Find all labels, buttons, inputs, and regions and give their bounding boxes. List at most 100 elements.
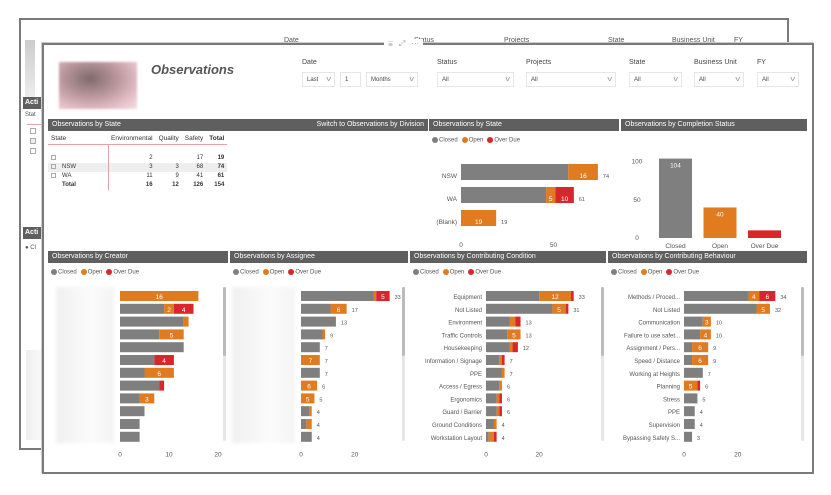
legend-item[interactable]: Closed	[233, 269, 259, 276]
bar-segment-closed[interactable]	[486, 355, 500, 365]
bar-segment-open[interactable]	[322, 329, 326, 340]
expand-icon[interactable]	[30, 148, 36, 154]
bar-segment-closed[interactable]	[301, 367, 320, 378]
bar-segment-closed[interactable]	[684, 342, 693, 353]
bar-segment-over-due[interactable]	[376, 291, 390, 301]
bar-segment-closed[interactable]	[120, 367, 145, 378]
bar-segment-open[interactable]	[120, 291, 199, 301]
bar-segment-closed[interactable]	[486, 380, 500, 391]
bar-segment-closed[interactable]	[120, 329, 160, 340]
bar-segment-closed[interactable]	[120, 342, 184, 353]
bar-segment-open[interactable]	[499, 355, 502, 365]
legend-item[interactable]: Open	[80, 269, 102, 276]
scrollbar[interactable]	[223, 287, 226, 441]
bar-segment-closed[interactable]	[486, 291, 540, 301]
bar-segment-closed[interactable]	[486, 431, 489, 442]
legend-item[interactable]: Open	[461, 137, 483, 144]
bar-segment-open[interactable]	[568, 164, 598, 180]
bar-segment-over-due[interactable]	[571, 291, 574, 301]
scrollbar-thumb[interactable]	[801, 287, 804, 357]
scrollbar-thumb[interactable]	[223, 287, 226, 357]
legend-item[interactable]: Over Due	[288, 269, 321, 276]
bar-segment-open[interactable]	[756, 303, 770, 314]
bar-segment-closed[interactable]	[684, 303, 757, 314]
bar-segment-closed[interactable]	[486, 419, 494, 429]
expand-icon[interactable]	[30, 128, 36, 134]
focus-mode-icon[interactable]: ⤢	[398, 39, 406, 48]
date-relative-dropdown[interactable]: Last v	[302, 72, 335, 87]
business-unit-dropdown[interactable]: All v	[694, 72, 744, 87]
bar-segment-open[interactable]	[702, 316, 711, 327]
bar-segment-closed[interactable]	[486, 406, 497, 417]
column-header[interactable]: Environmental	[108, 133, 156, 145]
bar-segment-over-due[interactable]	[159, 380, 165, 391]
bar-segment-open[interactable]	[301, 393, 315, 404]
bar-segment-closed[interactable]	[120, 316, 184, 327]
scrollbar[interactable]	[601, 287, 604, 441]
bar-open[interactable]	[703, 207, 737, 238]
bar-closed[interactable]	[659, 158, 692, 238]
bar-segment-open[interactable]	[301, 380, 318, 391]
bar-segment-open[interactable]	[164, 303, 174, 314]
scrollbar-thumb[interactable]	[601, 287, 604, 357]
bar-segment-open[interactable]	[684, 380, 698, 391]
legend-item[interactable]: Open	[640, 269, 662, 276]
legend-item[interactable]: Over Due	[468, 269, 501, 276]
bar-segment-open[interactable]	[692, 355, 709, 365]
bar-segment-open[interactable]	[461, 210, 497, 226]
bar-segment-open[interactable]	[493, 419, 497, 429]
bar-segment-closed[interactable]	[120, 393, 140, 404]
scrollbar[interactable]	[402, 287, 405, 441]
bar-segment-over-due[interactable]	[759, 291, 776, 301]
bar-over-due[interactable]	[748, 230, 781, 238]
bar-segment-closed[interactable]	[120, 303, 165, 314]
bar-segment-open[interactable]	[183, 316, 189, 327]
bar-segment-closed[interactable]	[684, 355, 693, 365]
bar-segment-closed[interactable]	[486, 329, 508, 340]
bar-segment-open[interactable]	[692, 342, 709, 353]
bar-segment-closed[interactable]	[486, 367, 502, 378]
legend-item[interactable]: Over Due	[106, 269, 139, 276]
bar-segment-open[interactable]	[748, 291, 760, 301]
bar-segment-closed[interactable]	[684, 367, 703, 378]
bar-segment-open[interactable]	[546, 187, 556, 203]
bar-segment-closed[interactable]	[120, 431, 140, 442]
bar-segment-over-due[interactable]	[697, 380, 701, 391]
bar-segment-over-due[interactable]	[565, 303, 569, 314]
legend-item[interactable]: Over Due	[666, 269, 699, 276]
bar-segment-closed[interactable]	[684, 431, 693, 442]
bar-segment-closed[interactable]	[120, 406, 145, 417]
bar-segment-open[interactable]	[159, 329, 184, 340]
bar-segment-closed[interactable]	[301, 303, 331, 314]
column-header[interactable]: Total	[206, 133, 228, 145]
expand-icon[interactable]	[51, 154, 56, 160]
bar-segment-over-due[interactable]	[173, 303, 194, 314]
bar-segment-over-due[interactable]	[515, 316, 521, 327]
legend-item[interactable]: Open	[442, 269, 464, 276]
bar-segment-open[interactable]	[496, 406, 500, 417]
switch-to-division-link[interactable]: Switch to Observations by Division	[316, 121, 424, 128]
bar-segment-open[interactable]	[539, 291, 572, 301]
bar-segment-closed[interactable]	[684, 329, 701, 340]
date-count-input[interactable]: 1	[340, 72, 361, 87]
bar-segment-closed[interactable]	[486, 342, 510, 353]
legend-item[interactable]: Closed	[51, 269, 77, 276]
bar-segment-over-due[interactable]	[499, 406, 502, 417]
bar-segment-open[interactable]	[309, 406, 312, 417]
bar-segment-open[interactable]	[330, 303, 347, 314]
expand-icon[interactable]	[51, 163, 56, 169]
bar-segment-open[interactable]	[501, 367, 505, 378]
column-header[interactable]: Safety	[181, 133, 207, 145]
date-unit-dropdown[interactable]: Months v	[366, 72, 418, 87]
state-dropdown[interactable]: All v	[629, 72, 682, 87]
bar-segment-open[interactable]	[373, 291, 377, 301]
legend-item[interactable]: Closed	[432, 137, 458, 144]
bar-segment-closed[interactable]	[120, 419, 140, 429]
bar-segment-over-due[interactable]	[499, 393, 502, 404]
column-header[interactable]: State	[48, 133, 108, 145]
bar-segment-open[interactable]	[139, 393, 155, 404]
bar-segment-closed[interactable]	[301, 291, 374, 301]
bar-segment-closed[interactable]	[301, 431, 312, 442]
bar-segment-closed[interactable]	[301, 419, 307, 429]
bar-segment-closed[interactable]	[684, 316, 703, 327]
